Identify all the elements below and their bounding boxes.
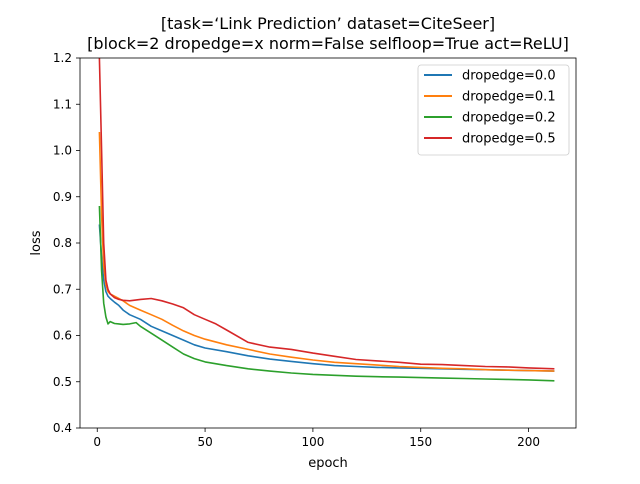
x-tick-label: 150 xyxy=(409,435,432,449)
legend-label-2: dropedge=0.2 xyxy=(462,111,556,126)
series-line-3 xyxy=(98,58,555,370)
x-tick-label: 0 xyxy=(93,435,101,449)
y-tick-label: 0.8 xyxy=(53,236,72,250)
y-tick-label: 1.0 xyxy=(53,144,72,158)
series-layer xyxy=(98,58,555,382)
x-tick-label: 50 xyxy=(197,435,212,449)
chart-title-line1: [task=‘Link Prediction’ dataset=CiteSeer… xyxy=(161,14,495,33)
plot-frame xyxy=(79,57,577,429)
legend-label-3: dropedge=0.5 xyxy=(462,132,556,147)
chart-title-line2: [block=2 dropedge=x norm=False selfloop=… xyxy=(87,34,569,53)
series-line-2 xyxy=(98,205,555,382)
y-tick-label: 0.6 xyxy=(53,329,72,343)
x-axis-label: epoch xyxy=(308,456,348,471)
legend-label-1: dropedge=0.1 xyxy=(462,90,556,105)
y-tick-label: 1.1 xyxy=(53,97,72,111)
axes-layer: 0 50 100 150 200 0.4 0.5 0.6 0.7 0.8 0.9 1.0 1.1 1.2 xyxy=(53,51,540,449)
x-tick-label: 200 xyxy=(517,435,540,449)
y-tick-label: 1.2 xyxy=(53,51,72,65)
y-tick-label: 0.5 xyxy=(53,375,72,389)
y-axis-label: loss xyxy=(29,230,44,255)
legend-label-0: dropedge=0.0 xyxy=(462,69,556,84)
y-tick-label: 0.4 xyxy=(53,421,72,435)
legend: dropedge=0.0 dropedge=0.1 dropedge=0.2 drop… xyxy=(417,64,570,156)
y-tick-label: 0.7 xyxy=(53,282,72,296)
series-line-0 xyxy=(98,224,555,372)
y-tick-label: 0.9 xyxy=(53,190,72,204)
series-line-1 xyxy=(98,131,555,372)
x-tick-label: 100 xyxy=(301,435,324,449)
legend-box xyxy=(417,64,570,156)
